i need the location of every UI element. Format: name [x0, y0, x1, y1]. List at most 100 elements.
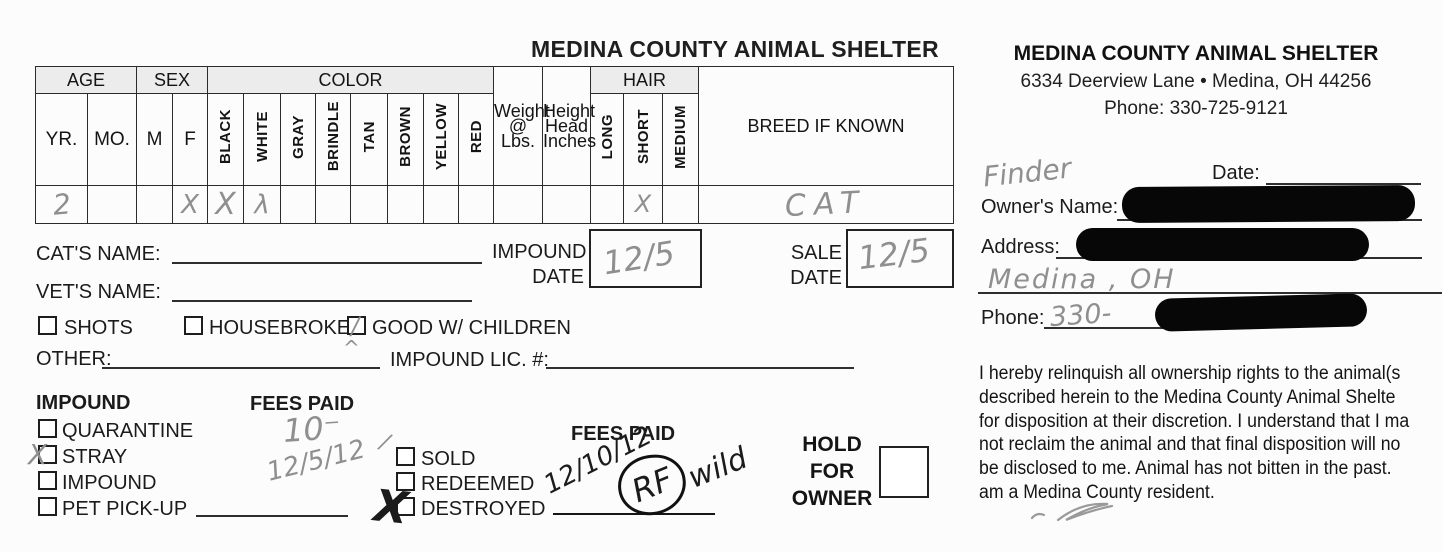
relinquish-line: for disposition at their discretion. I u… [979, 410, 1410, 432]
table-entry-row: 2 X X λ X CAT [35, 184, 955, 224]
col-header-white: WHITE [243, 93, 282, 186]
col-header-medium: MEDIUM [662, 93, 700, 186]
entry-cell-gray [280, 185, 317, 224]
col-header-black: BLACK [207, 93, 245, 186]
handwritten-short-mark: X [634, 190, 652, 218]
col-header-yr: YR. [35, 93, 88, 186]
handwritten-f-mark: X [181, 189, 199, 220]
phone-redaction-bar [1154, 293, 1368, 332]
impound-date-label-line1: IMPOUND [492, 241, 587, 263]
col-header-mo: MO. [86, 93, 138, 186]
weight-label-line1: Weight [494, 100, 550, 121]
pet-pickup-line [196, 515, 348, 517]
sold-stray-pencil-mark: / [377, 429, 393, 456]
hold-label-line2: FOR [809, 460, 855, 483]
disposition-fees-line [553, 513, 715, 515]
table-group-header-row: AGE SEX COLOR Weight @ Lbs. Height Head … [34, 66, 955, 186]
impound-lic-label: IMPOUND LIC. #: [390, 349, 549, 371]
quarantine-label: QUARANTINE [62, 420, 194, 442]
entry-cell-brindle [315, 185, 352, 224]
entry-cell-f: X [172, 185, 209, 224]
good-with-children-mark: / [351, 312, 360, 340]
height-label-line3: Inches [543, 130, 597, 151]
col-header-m: M [136, 93, 174, 186]
owner-name-label: Owner's Name: [981, 196, 1119, 218]
entry-cell-height [542, 185, 592, 224]
redeemed-label: REDEEMED [421, 473, 535, 495]
col-header-breed: BREED IF KNOWN [698, 66, 955, 186]
entry-cell-short: X [623, 185, 664, 224]
relinquish-line: not reclaim the animal and that final di… [979, 434, 1401, 456]
address-handwritten-city: Medina , OH [988, 264, 1176, 295]
cats-name-line [172, 262, 482, 264]
col-header-short: SHORT [623, 93, 664, 186]
hold-label-line1: HOLD [802, 433, 862, 456]
entry-cell-long [590, 185, 625, 224]
sold-checkbox [396, 447, 415, 466]
entry-cell-medium [662, 185, 700, 224]
fees-paid-1-label: FEES PAID [250, 393, 355, 415]
entry-cell-red [458, 185, 495, 224]
form-title: MEDINA COUNTY ANIMAL SHELTER [531, 36, 939, 62]
hold-for-owner-label: HOLD FOR OWNER [788, 431, 876, 512]
entry-cell-tan [350, 185, 389, 224]
entry-cell-yellow [423, 185, 460, 224]
relinquish-line: described herein to the Medina County An… [979, 386, 1396, 408]
sale-date-label: SALE DATE [772, 241, 842, 291]
pencil-squiggle-mark [1030, 502, 1114, 522]
date-line [1266, 183, 1421, 185]
sale-date-label-line2: DATE [790, 267, 842, 289]
good-with-children-checkbox [347, 316, 366, 335]
sold-label: SOLD [421, 448, 476, 470]
fees-paid-2-initials: RF [626, 459, 678, 511]
stray-checkbox [38, 445, 57, 464]
shelter-address: 6334 Deerview Lane • Medina, OH 44256 [1020, 71, 1372, 92]
handwritten-black-mark: X [215, 186, 236, 222]
col-header-yellow: YELLOW [423, 93, 460, 186]
shots-checkbox [38, 316, 57, 335]
wild-note: wild [683, 440, 753, 496]
entry-cell-weight [493, 185, 544, 224]
phone-line [1044, 327, 1252, 329]
group-header-hair: HAIR [590, 66, 700, 94]
impound-section-heading: IMPOUND [36, 392, 131, 414]
impound-date-label: IMPOUND DATE [492, 240, 587, 290]
entry-cell-breed: CAT [698, 184, 955, 224]
col-header-gray: GRAY [280, 93, 317, 186]
col-header-long: LONG [590, 93, 625, 186]
relinquish-statement: I hereby relinquish all ownership rights… [979, 362, 1409, 505]
quarantine-checkbox [38, 419, 57, 438]
address-redaction-bar [1076, 228, 1369, 261]
height-label-line2: Head [545, 115, 589, 136]
col-header-brown: BROWN [387, 93, 425, 186]
vets-name-label: VET'S NAME: [36, 281, 161, 303]
relinquish-line: am a Medina County resident. [979, 481, 1215, 503]
relinquish-line: be disclosed to me. Animal has not bitte… [979, 458, 1392, 480]
impound-date-label-line2: DATE [532, 266, 584, 288]
shelter-name: MEDINA COUNTY ANIMAL SHELTER [1013, 42, 1379, 65]
stray-label: STRAY [62, 446, 128, 468]
hold-label-line3: OWNER [791, 487, 873, 510]
entry-cell-m [136, 185, 174, 224]
other-line [102, 367, 380, 369]
destroyed-check-mark: X [371, 480, 411, 535]
col-header-f: F [172, 93, 209, 186]
group-header-sex: SEX [136, 66, 209, 94]
height-label-line1: Height [543, 100, 596, 121]
impound-date-box: 12/5 [589, 229, 702, 288]
redeemed-checkbox [396, 472, 415, 491]
shelter-phone: Phone: 330-725-9121 [1104, 98, 1288, 119]
group-header-age: AGE [34, 66, 138, 94]
pet-pickup-checkbox [38, 497, 57, 516]
group-header-color: COLOR [207, 66, 495, 94]
owner-name-redaction-bar [1121, 184, 1416, 224]
col-header-height: Height Head Inches [542, 66, 596, 186]
hold-for-owner-checkbox [879, 446, 929, 498]
finder-handwritten-note: Finder [981, 151, 1073, 194]
pet-pickup-label: PET PICK-UP [62, 498, 188, 520]
destroyed-checkbox [396, 497, 415, 516]
impound-date-value: 12/5 [600, 233, 678, 283]
col-header-red: RED [458, 93, 495, 186]
handwritten-age: 2 [51, 186, 72, 222]
